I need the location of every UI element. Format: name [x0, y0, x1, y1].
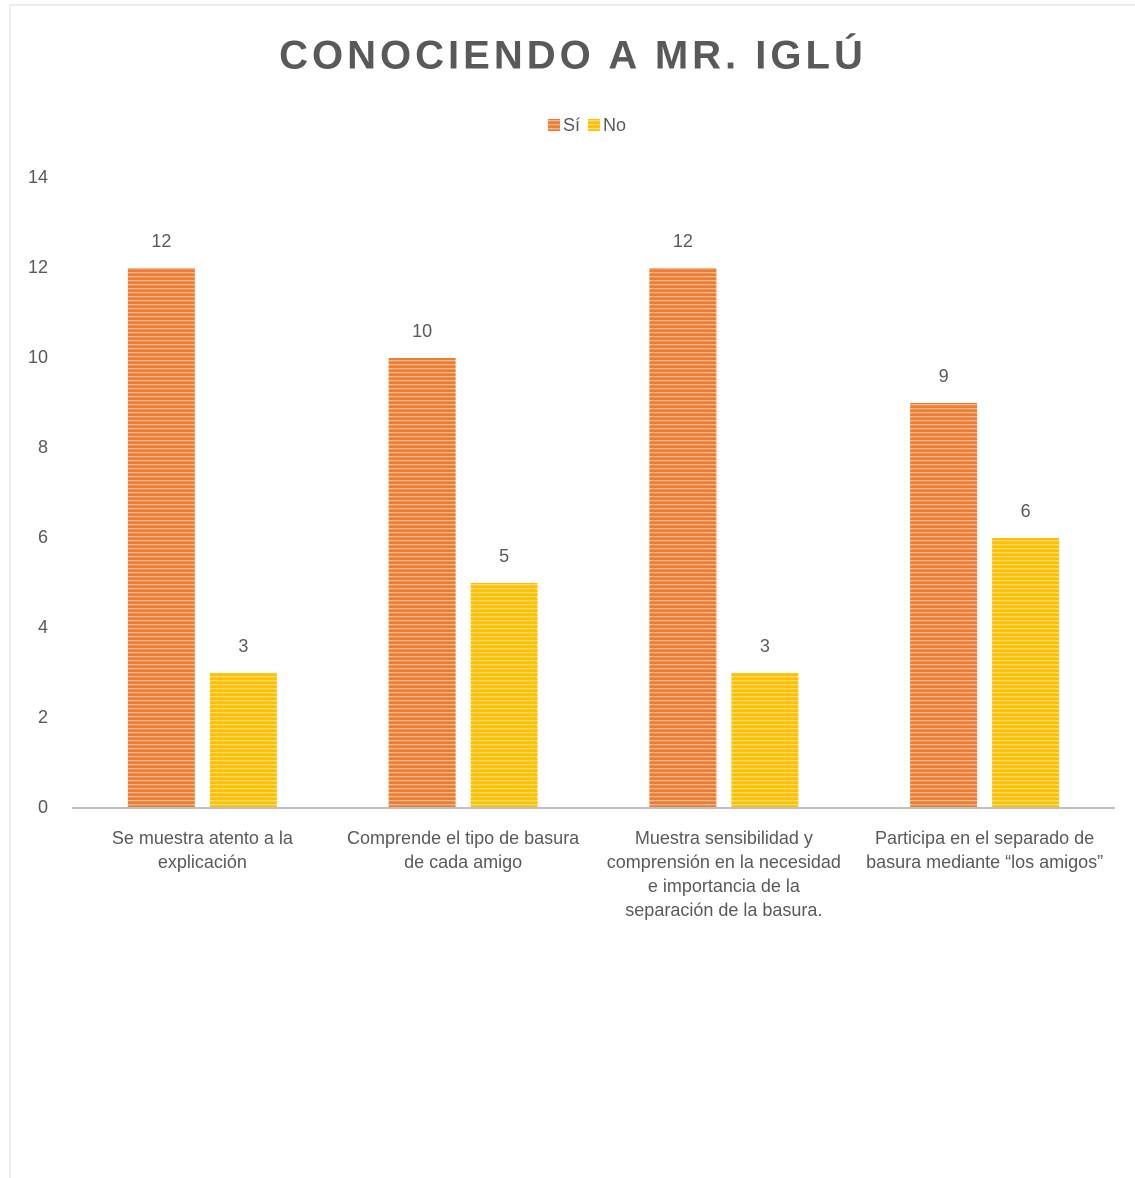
chart-title: CONOCIENDO A MR. IGLÚ — [279, 32, 867, 78]
y-tick-label: 0 — [38, 797, 48, 817]
data-label: 12 — [151, 231, 171, 251]
legend-label: Sí — [563, 115, 580, 135]
bar — [470, 583, 538, 808]
bar — [731, 673, 799, 808]
y-tick-label: 14 — [28, 167, 48, 187]
bar — [127, 268, 195, 808]
bar — [910, 403, 978, 808]
data-label: 5 — [499, 546, 509, 566]
y-tick-label: 8 — [38, 437, 48, 457]
data-label: 10 — [412, 321, 432, 341]
y-tick-label: 10 — [28, 347, 48, 367]
y-tick-label: 12 — [28, 257, 48, 277]
data-label: 9 — [939, 366, 949, 386]
legend-swatch — [588, 119, 601, 131]
x-tick-label: Se muestra atento a la explicación — [111, 828, 293, 872]
y-tick-label: 4 — [38, 617, 48, 637]
bar — [649, 268, 717, 808]
bar — [209, 673, 277, 808]
data-label: 12 — [673, 231, 693, 251]
x-tick-label: Participa en el separado de basura media… — [866, 828, 1104, 872]
bar — [992, 538, 1060, 808]
bar — [388, 358, 456, 808]
x-tick-label: Muestra sensibilidad y comprensión en la… — [606, 828, 841, 920]
y-tick-label: 6 — [38, 527, 48, 547]
data-label: 3 — [238, 636, 248, 656]
data-label: 3 — [760, 636, 770, 656]
x-tick-label: Comprende el tipo de basura de cada amig… — [347, 828, 580, 872]
legend-label: No — [603, 115, 626, 135]
legend-swatch — [548, 119, 560, 131]
y-tick-label: 2 — [38, 707, 48, 727]
data-label: 6 — [1021, 501, 1031, 521]
